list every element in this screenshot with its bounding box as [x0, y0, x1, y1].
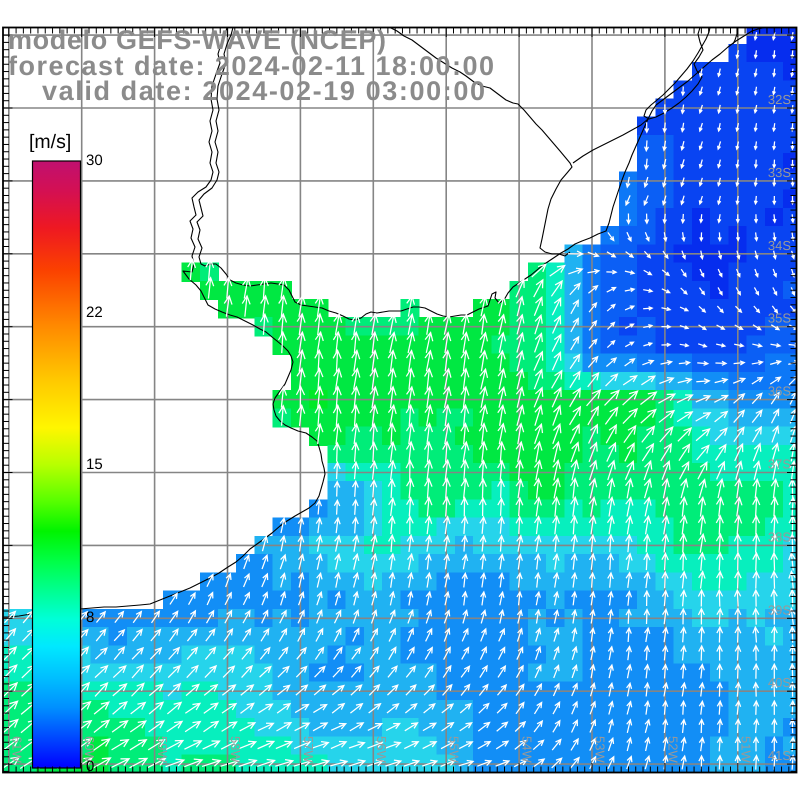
svg-text:59W: 59W [155, 736, 170, 763]
svg-text:36S: 36S [768, 384, 791, 399]
svg-text:8: 8 [86, 609, 94, 626]
svg-text:33S: 33S [768, 165, 791, 180]
svg-text:valid date: 2024-02-19 03:00:0: valid date: 2024-02-19 03:00:00 [42, 76, 485, 106]
svg-text:58W: 58W [228, 736, 243, 763]
svg-text:35S: 35S [768, 311, 791, 326]
svg-text:34S: 34S [768, 238, 791, 253]
svg-text:52W: 52W [665, 736, 680, 763]
svg-text:53W: 53W [593, 736, 608, 763]
svg-text:56W: 56W [374, 736, 389, 763]
svg-text:32S: 32S [768, 92, 791, 107]
svg-text:22: 22 [86, 304, 103, 321]
svg-text:60W: 60W [82, 736, 97, 763]
svg-text:41S: 41S [768, 748, 791, 763]
svg-text:40S: 40S [768, 675, 791, 690]
svg-text:0: 0 [86, 758, 94, 775]
svg-text:modelo GEFS-WAVE (NCEP): modelo GEFS-WAVE (NCEP) [8, 25, 386, 55]
svg-text:30: 30 [86, 152, 103, 169]
svg-text:51W: 51W [738, 736, 753, 763]
svg-text:38S: 38S [768, 529, 791, 544]
svg-text:15: 15 [86, 456, 103, 473]
svg-text:55W: 55W [447, 736, 462, 763]
svg-text:39S: 39S [768, 602, 791, 617]
svg-text:54W: 54W [520, 736, 535, 763]
svg-text:forecast date: 2024-02-11 18:0: forecast date: 2024-02-11 18:00:00 [8, 51, 494, 81]
svg-text:57W: 57W [301, 736, 316, 763]
svg-text:61W: 61W [9, 736, 24, 763]
svg-text:[m/s]: [m/s] [29, 131, 71, 153]
svg-text:37S: 37S [768, 457, 791, 472]
